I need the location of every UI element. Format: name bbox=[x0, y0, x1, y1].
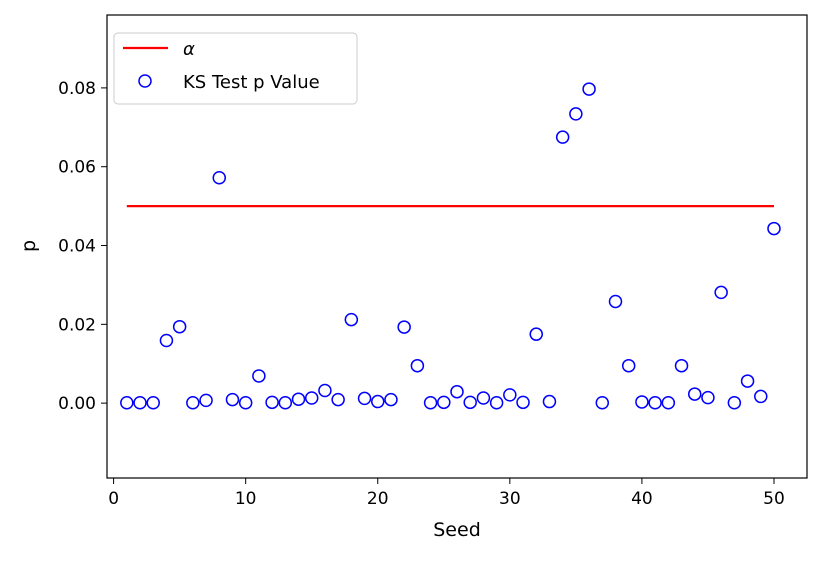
axis-ticks: 0 10 20 30 40 50 0.00 0.02 0.04 0.06 0.08 bbox=[58, 79, 785, 509]
ks-point bbox=[621, 358, 636, 373]
ks-point bbox=[133, 395, 147, 410]
x-tick-label: 0 bbox=[108, 489, 119, 509]
ks-point bbox=[344, 312, 359, 327]
ks-point bbox=[687, 387, 702, 401]
y-tick-label: 0.02 bbox=[58, 315, 96, 335]
ks-point bbox=[331, 392, 345, 407]
x-tick-label: 50 bbox=[763, 489, 785, 509]
ks-point bbox=[489, 395, 504, 410]
ks-point bbox=[648, 395, 662, 410]
ks-point bbox=[199, 393, 213, 408]
ks-point bbox=[357, 391, 372, 406]
x-tick-label: 20 bbox=[367, 489, 389, 509]
ks-point bbox=[714, 285, 728, 300]
marker-layer bbox=[120, 82, 781, 410]
ks-point bbox=[252, 369, 266, 383]
ks-point bbox=[450, 384, 464, 399]
ks-point bbox=[595, 395, 610, 410]
ks-point bbox=[463, 395, 477, 410]
x-tick-label: 30 bbox=[499, 489, 521, 509]
ks-point bbox=[635, 395, 649, 409]
legend: α KS Test p Value bbox=[113, 32, 358, 105]
ks-point bbox=[503, 388, 517, 402]
ks-point bbox=[437, 395, 451, 410]
legend-box bbox=[113, 32, 358, 105]
y-tick-label: 0.06 bbox=[58, 158, 96, 178]
legend-alpha-label: α bbox=[183, 39, 195, 60]
legend-ks-label: KS Test p Value bbox=[183, 72, 320, 93]
ks-point bbox=[423, 395, 438, 410]
ks-point bbox=[212, 170, 227, 185]
ks-point bbox=[225, 392, 240, 407]
x-tick-label: 10 bbox=[235, 489, 257, 509]
x-tick-label: 40 bbox=[631, 489, 653, 509]
ks-point bbox=[120, 395, 134, 410]
ks-point bbox=[608, 294, 623, 309]
ks-point bbox=[754, 389, 768, 404]
ks-point bbox=[186, 395, 200, 410]
ks-point bbox=[159, 333, 174, 348]
ks-point bbox=[727, 395, 742, 410]
ks-point bbox=[555, 130, 570, 144]
ks-point bbox=[516, 395, 530, 410]
y-axis-label: p bbox=[18, 240, 40, 252]
ks-point bbox=[674, 358, 689, 373]
ks-point bbox=[740, 374, 755, 388]
y-tick-label: 0.04 bbox=[58, 237, 96, 257]
ks-point bbox=[542, 394, 557, 409]
plot-area: 0 10 20 30 40 50 0.00 0.02 0.04 0.06 0.08 bbox=[58, 14, 808, 509]
ks-point bbox=[304, 391, 319, 405]
ks-point bbox=[172, 319, 187, 334]
ks-point bbox=[701, 390, 715, 405]
ks-point bbox=[238, 395, 253, 410]
ks-point bbox=[661, 395, 676, 410]
y-tick-label: 0.08 bbox=[58, 79, 96, 99]
ks-point bbox=[371, 394, 385, 409]
ks-point bbox=[291, 392, 306, 406]
ks-point bbox=[265, 395, 279, 410]
plot-frame bbox=[106, 14, 808, 479]
ks-point bbox=[529, 327, 543, 341]
ks-point bbox=[582, 82, 596, 96]
ks-point bbox=[384, 392, 398, 407]
ks-point bbox=[397, 320, 411, 334]
legend-ks-swatch bbox=[138, 74, 152, 88]
ks-point bbox=[410, 358, 425, 373]
ks-point bbox=[767, 221, 781, 236]
ks-point bbox=[146, 395, 160, 410]
ks-point bbox=[278, 395, 293, 410]
x-axis-label: Seed bbox=[433, 519, 481, 541]
ks-point bbox=[318, 383, 332, 398]
ks-point bbox=[569, 107, 583, 121]
y-tick-label: 0.00 bbox=[58, 394, 96, 414]
ks-point bbox=[476, 391, 491, 405]
